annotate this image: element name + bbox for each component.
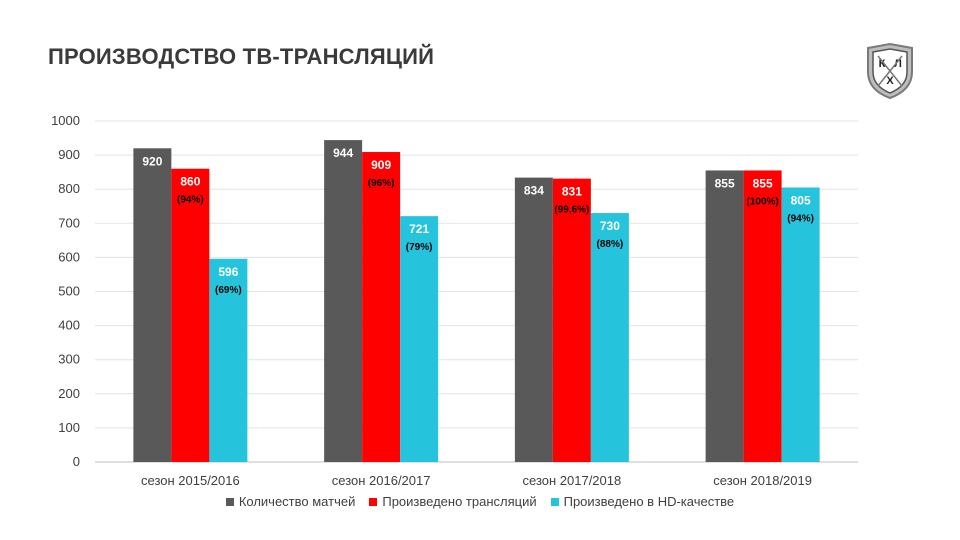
bar-value-label: 805 xyxy=(791,193,811,207)
x-category-label: сезон 2017/2018 xyxy=(523,473,622,488)
bar-value-label: 920 xyxy=(142,154,162,168)
y-tick-label: 500 xyxy=(58,284,80,299)
x-category-label: сезон 2016/2017 xyxy=(332,473,431,488)
y-tick-label: 600 xyxy=(58,249,80,264)
y-tick-label: 300 xyxy=(58,352,80,367)
legend-item-matches: Количество матчей xyxy=(225,494,356,509)
bar-percent-label: (96%) xyxy=(368,178,395,189)
legend-label-broadcasts: Произведено трансляций xyxy=(382,494,537,509)
bar-value-label: 944 xyxy=(333,146,353,160)
bar xyxy=(590,213,629,462)
slide-title: ПРОИЗВОДСТВО ТВ-ТРАНСЛЯЦИЙ xyxy=(48,44,435,69)
x-axis-labels: сезон 2015/2016 сезон 2016/2017 сезон 2017… xyxy=(141,473,812,488)
legend-swatch-hd xyxy=(550,497,559,506)
bar-value-label: 834 xyxy=(524,184,544,198)
bar xyxy=(209,258,248,462)
bar-percent-label: (79%) xyxy=(406,242,433,253)
svg-text:Л: Л xyxy=(894,58,902,70)
bar-value-label: 909 xyxy=(371,158,391,172)
bar xyxy=(781,187,820,462)
bar-value-label: 855 xyxy=(715,176,735,190)
legend-label-hd: Произведено в HD-качестве xyxy=(563,494,735,509)
bar-percent-label: (94%) xyxy=(787,213,814,224)
data-labels: 920 860 (94%) 596 (69%) 944 909 (96%) 721 (79%) 83… xyxy=(142,146,814,296)
y-tick-label: 400 xyxy=(58,318,80,333)
bar-value-label: 855 xyxy=(753,176,773,190)
bar-value-label: 596 xyxy=(218,265,238,279)
bar xyxy=(743,170,782,462)
y-tick-label: 0 xyxy=(73,454,80,469)
bar xyxy=(400,216,439,462)
svg-text:К: К xyxy=(879,58,886,70)
y-tick-label: 800 xyxy=(58,181,80,196)
bar-percent-label: (100%) xyxy=(747,196,779,207)
y-tick-label: 1000 xyxy=(51,113,80,128)
y-tick-label: 700 xyxy=(58,215,80,230)
bar xyxy=(705,170,744,462)
bar xyxy=(133,148,172,462)
x-category-label: сезон 2018/2019 xyxy=(713,473,812,488)
y-tick-label: 900 xyxy=(58,147,80,162)
bar-percent-label: (69%) xyxy=(215,285,242,296)
legend-label-matches: Количество матчей xyxy=(238,494,356,509)
bar-value-label: 730 xyxy=(600,219,620,233)
bar-percent-label: (99,6%) xyxy=(554,205,589,216)
y-axis-labels: 0 100 200 300 400 500 600 700 800 900 1000 xyxy=(51,113,80,469)
svg-text:Х: Х xyxy=(886,75,894,87)
khl-logo-icon: К Л Х xyxy=(864,42,916,100)
legend-swatch-matches xyxy=(225,497,234,506)
x-category-label: сезон 2015/2016 xyxy=(141,473,240,488)
bar xyxy=(171,168,210,463)
bar xyxy=(324,140,363,462)
bar-percent-label: (94%) xyxy=(177,195,204,206)
bar-value-label: 721 xyxy=(409,222,429,236)
bar-value-label: 860 xyxy=(180,175,200,189)
legend-swatch-broadcasts xyxy=(369,497,378,506)
legend-item-hd: Произведено в HD-качестве xyxy=(550,494,735,509)
y-tick-label: 100 xyxy=(58,420,80,435)
legend-item-broadcasts: Произведено трансляций xyxy=(369,494,537,509)
bar-percent-label: (88%) xyxy=(597,239,624,250)
bar-value-label: 831 xyxy=(562,185,582,199)
bar xyxy=(552,178,591,462)
y-tick-label: 200 xyxy=(58,386,80,401)
bar xyxy=(362,152,401,462)
bar xyxy=(514,177,553,462)
bars xyxy=(133,140,820,463)
chart-legend: Количество матчей Произведено трансляций… xyxy=(0,494,960,509)
